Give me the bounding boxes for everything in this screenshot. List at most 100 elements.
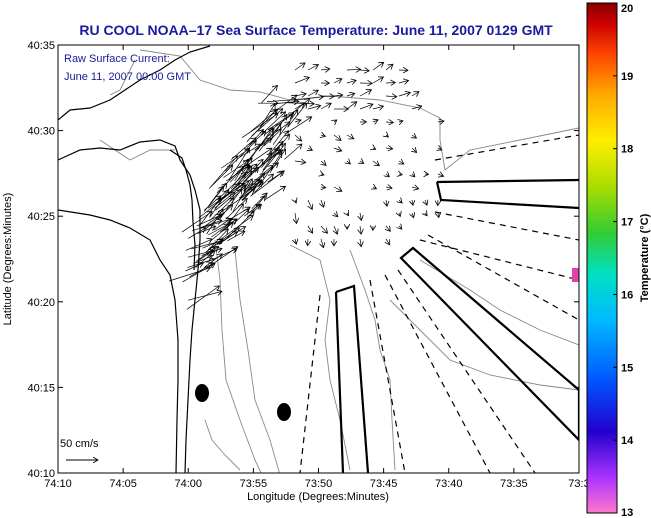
current-vector [385, 96, 397, 97]
current-vector [346, 135, 354, 139]
current-vector [372, 77, 383, 84]
x-tick-label: 74:10 [44, 478, 72, 490]
current-vector [321, 174, 324, 175]
current-vector [182, 264, 216, 283]
current-vector [266, 100, 297, 102]
current-vector [385, 148, 393, 149]
current-vector [321, 199, 324, 207]
current-vector [333, 148, 342, 151]
current-vector [347, 213, 349, 216]
current-vector [360, 238, 361, 247]
radar-beam-solid-east [435, 178, 579, 210]
radar-beam-dashed-lines [299, 134, 579, 473]
current-vector [294, 94, 306, 96]
colorbar-tick-label: 19 [621, 71, 633, 83]
current-vector [411, 92, 419, 96]
annotation-current-line1: Raw Surface Current: [64, 53, 170, 65]
current-vector [230, 164, 249, 190]
x-tick-label: 73:55 [240, 478, 268, 490]
current-vector [295, 239, 296, 244]
current-vector [188, 291, 222, 301]
current-vector [294, 161, 306, 163]
current-vector [232, 179, 252, 212]
current-vector [373, 187, 376, 189]
current-vector [208, 183, 244, 209]
current-vector [385, 122, 393, 123]
x-tick-label: 73:35 [500, 478, 528, 490]
current-vector [209, 223, 233, 242]
temperature-colorbar: 20 19 18 17 16 15 14 13 Temperature (°C) [586, 2, 651, 518]
bathymetry-contour-northeast [444, 127, 579, 171]
current-vector [234, 160, 248, 182]
current-vector [307, 106, 321, 109]
current-vector [412, 148, 417, 153]
current-vector [359, 70, 369, 71]
bathymetry-contour-shore-1 [214, 239, 262, 473]
current-vector [386, 238, 390, 245]
buoy-marker-east [277, 403, 291, 421]
buoy-marker-west [195, 384, 209, 402]
current-vector [246, 110, 276, 143]
current-vector [373, 120, 378, 122]
current-vector [225, 198, 247, 220]
current-vector [254, 174, 273, 193]
current-vector [250, 109, 278, 133]
current-vector [191, 219, 231, 232]
bathymetry-contour-channel-east [349, 249, 396, 471]
colorbar-tick-label: 20 [621, 3, 633, 15]
radar-beams [299, 134, 579, 473]
current-vector [308, 148, 312, 150]
scale-label: 50 cm/s [60, 438, 99, 450]
colorbar-label: Temperature (°C) [639, 213, 651, 302]
current-vector [411, 106, 422, 109]
current-vector [208, 156, 237, 189]
current-vector [307, 65, 318, 71]
y-tick-label: 40:15 [27, 382, 55, 394]
current-vector [333, 79, 342, 83]
current-vector [259, 142, 284, 168]
current-vector [247, 165, 273, 187]
coastline-new-jersey-shore [58, 139, 201, 473]
current-vector [412, 135, 416, 138]
current-vector [268, 131, 288, 156]
current-vector [259, 104, 275, 128]
sst-warm-patch [572, 268, 579, 282]
current-vector [333, 134, 341, 140]
current-vector [346, 102, 357, 110]
bathymetry-contours [99, 49, 579, 473]
current-vector [398, 80, 409, 83]
current-vector [438, 213, 439, 218]
current-vector [209, 190, 229, 218]
current-vector [346, 69, 361, 70]
current-vector [425, 213, 427, 216]
current-vector [321, 135, 325, 136]
colorbar-gradient [586, 2, 618, 514]
current-vector [203, 183, 227, 212]
coastline-staten-island [58, 45, 211, 121]
current-vector [372, 62, 384, 71]
current-vector [386, 135, 388, 137]
current-vector [254, 138, 272, 151]
current-vector [241, 114, 278, 138]
current-vector [230, 138, 256, 160]
current-vector [321, 187, 326, 188]
current-vector [359, 90, 371, 97]
current-vector [188, 228, 206, 239]
current-vector [191, 241, 223, 250]
current-vector [372, 106, 384, 109]
current-vector [412, 200, 413, 205]
current-vector [195, 251, 215, 268]
current-vector [360, 225, 361, 234]
current-vector [293, 97, 323, 101]
colorbar-ticks: 20 19 18 17 16 15 14 13 [613, 2, 634, 518]
current-vector [320, 103, 331, 110]
x-tick-label: 73:45 [370, 478, 398, 490]
y-axis-ticks: 40:35 40:30 40:25 40:20 40:15 40:10 [27, 40, 579, 480]
x-tick-label: 73:40 [435, 478, 463, 490]
current-vector [334, 213, 338, 217]
current-vector [359, 104, 373, 110]
current-vector [308, 225, 313, 233]
current-vector [438, 148, 442, 150]
current-vector [385, 64, 393, 71]
current-vector [294, 134, 302, 141]
